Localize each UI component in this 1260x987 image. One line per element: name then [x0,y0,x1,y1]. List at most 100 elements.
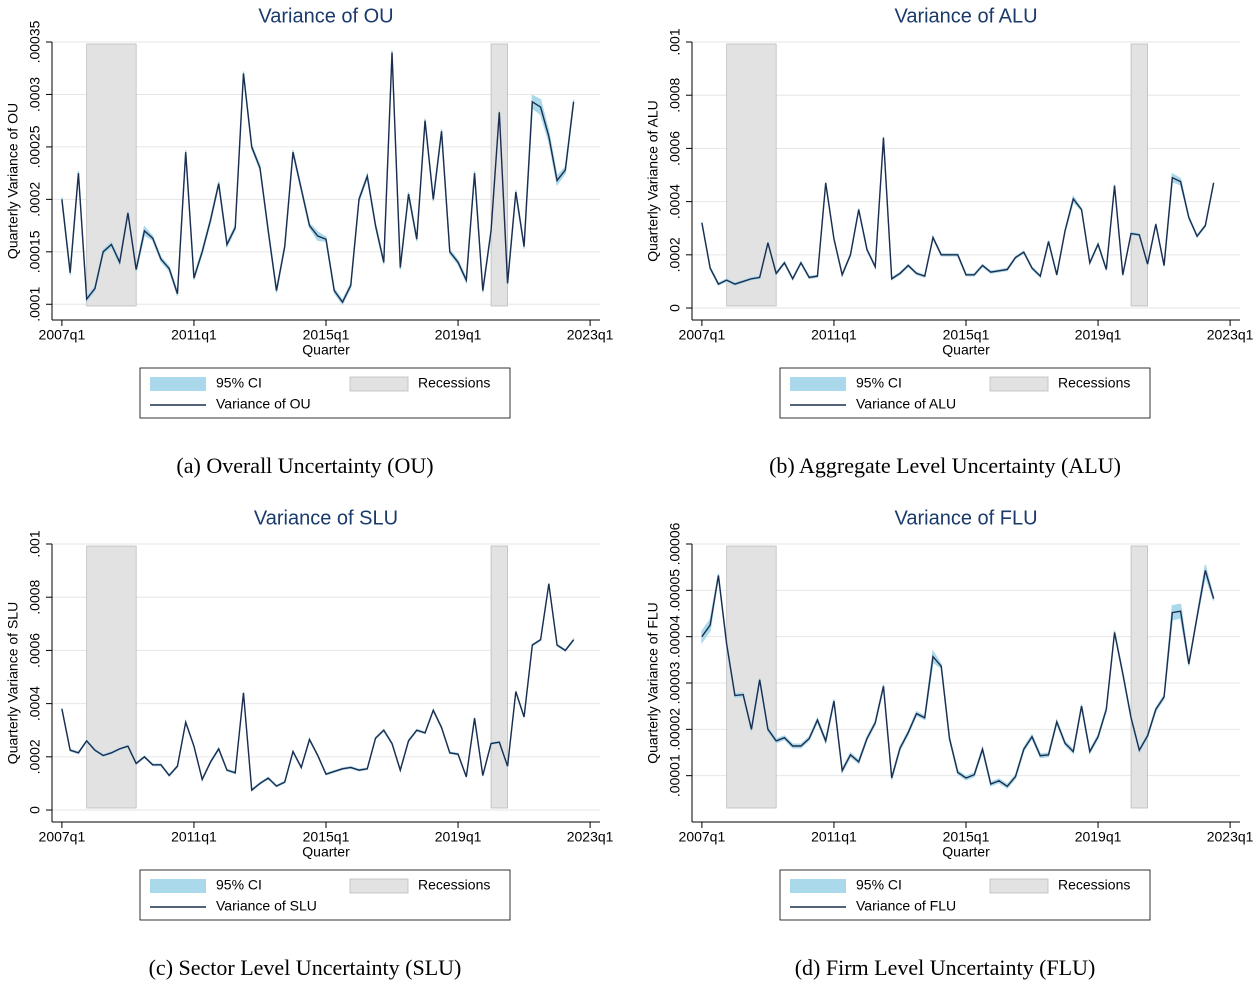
y-tick-label: .0002 [667,237,683,272]
recession-band [726,545,777,809]
x-tick-label: 2015q1 [303,327,350,343]
y-tick-label: .00002 [667,708,683,751]
chart-title: Variance of OU [258,5,393,27]
caption: (c) Sector Level Uncertainty (SLU) [149,955,462,980]
chart-title: Variance of SLU [254,507,398,529]
x-tick-label: 2023q1 [1207,829,1254,845]
y-tick-label: .0006 [27,633,43,668]
legend-swatch [790,377,846,391]
panel: Variance of ALU 0 .0002 .0004 .0006 .0008 .001… [645,5,1254,478]
panel: Variance of SLU 0 .0002 .0004 .0006 .0008 .001… [5,507,614,980]
y-tick-label: .0008 [667,77,683,112]
series-line [61,52,575,304]
legend-swatch [989,878,1049,894]
x-tick-label: 2011q1 [811,327,857,343]
y-tick-label: .00004 [667,615,683,658]
chart-title: Variance of FLU [894,507,1037,529]
x-tick-label: 2019q1 [1075,327,1122,343]
x-tick-label: 2007q1 [39,327,86,343]
legend-label: Recessions [1058,375,1130,391]
legend-box [139,367,511,419]
recession-band [1130,545,1148,809]
y-tick-label: .0008 [27,579,43,614]
x-tick-label: 2023q1 [567,829,614,845]
y-tick-label: .0003 [27,77,43,112]
x-axis-label: Quarter [302,844,350,860]
legend-label: 95% CI [216,375,262,391]
x-axis-label: Quarter [302,342,350,358]
y-axis-label: Quarterly Variance of SLU [5,602,21,764]
x-axis-label: Quarter [942,844,990,860]
y-tick-label: .0001 [27,287,43,322]
legend-box [779,367,1151,419]
caption: (d) Firm Level Uncertainty (FLU) [795,955,1096,980]
panel: Variance of OU .0001 .00015 .0002 .00025 .000… [5,5,614,478]
y-tick-label: .00001 [667,754,683,797]
x-tick-label: 2019q1 [435,327,482,343]
y-tick-label: .0006 [667,131,683,166]
legend-label: 95% CI [216,877,262,893]
legend-swatch [349,878,409,894]
x-tick-label: 2023q1 [567,327,614,343]
x-tick-label: 2023q1 [1207,327,1254,343]
recession-band [86,545,137,809]
x-tick-label: 2007q1 [39,829,86,845]
series-line [701,137,1215,286]
y-axis-label: Quarterly Variance of ALU [645,100,661,262]
caption: (b) Aggregate Level Uncertainty (ALU) [769,453,1121,478]
y-tick-label: .0002 [27,739,43,774]
series-line [61,583,575,792]
recession-band [86,43,137,307]
y-tick-label: .0004 [27,686,43,721]
legend-label: Recessions [1058,877,1130,893]
series-line [701,570,1215,788]
legend-label: 95% CI [856,877,902,893]
legend-box [779,869,1151,921]
y-axis-label: Quarterly Variance of FLU [645,602,661,764]
y-axis-label: Quarterly Variance of OU [5,103,21,259]
y-tick-label: .00015 [27,230,43,273]
plot-area [52,544,600,822]
legend-label: Variance of SLU [216,898,317,914]
y-tick-label: 0 [667,304,683,312]
recession-band [490,43,508,307]
x-tick-label: 2007q1 [679,327,726,343]
x-tick-label: 2015q1 [943,327,990,343]
chart-title: Variance of ALU [894,5,1037,27]
recession-band [490,545,508,809]
x-tick-label: 2015q1 [943,829,990,845]
recession-band [1130,43,1148,307]
legend-label: 95% CI [856,375,902,391]
legend-label: Variance of FLU [856,898,956,914]
x-tick-label: 2015q1 [303,829,350,845]
y-tick-label: .00006 [667,522,683,565]
y-tick-label: 0 [27,806,43,814]
y-tick-label: .001 [27,530,43,557]
legend-swatch [790,879,846,893]
legend-swatch [349,376,409,392]
y-tick-label: .001 [667,28,683,55]
x-tick-label: 2019q1 [435,829,482,845]
x-axis-label: Quarter [942,342,990,358]
legend-label: Variance of ALU [856,396,956,412]
caption: (a) Overall Uncertainty (OU) [176,453,433,478]
y-tick-label: .00025 [27,125,43,168]
legend-swatch [150,377,206,391]
y-tick-label: .00005 [667,569,683,612]
legend-label: Variance of OU [216,396,311,412]
y-tick-label: .00003 [667,661,683,704]
recession-band [726,43,777,307]
y-tick-label: .00035 [27,20,43,63]
legend-swatch [150,879,206,893]
x-tick-label: 2011q1 [811,829,857,845]
legend-box [139,869,511,921]
y-tick-label: .0004 [667,184,683,219]
x-tick-label: 2007q1 [679,829,726,845]
y-tick-label: .0002 [27,182,43,217]
legend-label: Recessions [418,375,490,391]
x-tick-label: 2011q1 [171,829,217,845]
x-tick-label: 2019q1 [1075,829,1122,845]
legend-label: Recessions [418,877,490,893]
x-tick-label: 2011q1 [171,327,217,343]
